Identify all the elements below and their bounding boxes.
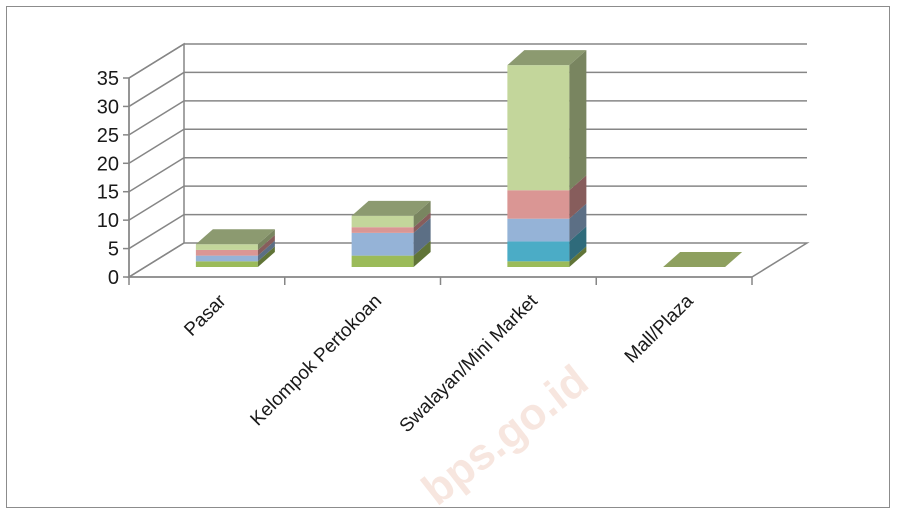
y-tick-label: 30: [97, 96, 119, 118]
bar-segment: [351, 215, 414, 228]
y-tick-label: 35: [97, 68, 119, 90]
gridline: [128, 213, 807, 250]
y-tick-label: 10: [97, 210, 119, 232]
y-tick-label: 0: [108, 267, 119, 289]
bar-segment: [507, 65, 570, 191]
bar-segment: [507, 241, 570, 262]
side-wall: [128, 42, 185, 279]
bar-segment-side: [413, 217, 431, 256]
bar-segment-side: [569, 246, 587, 267]
bar-segment-side: [569, 175, 587, 219]
bar-top: [351, 200, 431, 216]
bar-segment-side: [569, 50, 587, 191]
y-tick-label: 25: [97, 125, 119, 147]
bar-segment: [507, 261, 570, 267]
bar-segment: [195, 244, 258, 250]
gridlines: [128, 43, 807, 250]
bar-segment: [351, 232, 414, 256]
bar-segment-side: [569, 203, 587, 242]
bar-segment-side: [569, 226, 587, 262]
x-tick-label: Mall/Plaza: [621, 290, 698, 367]
bars: [195, 50, 743, 267]
gridline: [128, 128, 807, 164]
x-tick-label: Kelompok Pertokoan: [247, 291, 387, 431]
bar-top: [507, 50, 587, 66]
bar-stack: [507, 50, 587, 267]
chart-frame: 0 5 10 15 20 25 30 35 Pasar Kelompok Pertokoan Sw…: [6, 6, 890, 509]
bar-segment-side: [257, 240, 275, 262]
gridline: [128, 71, 807, 108]
bar-segment-side: [257, 246, 275, 267]
gridline: [128, 100, 807, 136]
bar-segment-side: [413, 240, 431, 267]
bar-segment-side: [257, 229, 275, 250]
x-tick-label: Pasar: [180, 290, 230, 340]
y-tick-labels: 0 5 10 15 20 25 30 35: [97, 68, 119, 289]
bar-segment-side: [413, 200, 431, 228]
bar-segment-side: [413, 212, 431, 233]
bar-segment: [507, 218, 570, 242]
bar-segment-side: [257, 234, 275, 256]
bar-segment: [351, 227, 414, 233]
bar-top: [663, 252, 743, 267]
bar-stack: [195, 229, 275, 267]
bar-segment: [507, 190, 570, 219]
y-tick-label: 15: [97, 182, 119, 204]
gridline: [128, 43, 807, 79]
bar-top: [195, 229, 275, 245]
bar-segment: [195, 255, 258, 262]
y-tick-label: 20: [97, 153, 119, 175]
bar-segment: [351, 255, 414, 267]
bar-stack: [663, 252, 743, 267]
axes: [123, 77, 753, 285]
x-tick-labels: Pasar Kelompok Pertokoan Swalayan/Mini Mar…: [180, 290, 697, 437]
y-tick-label: 5: [108, 239, 119, 261]
bar-stack: [351, 200, 431, 267]
bar-segment: [195, 249, 258, 256]
gridline: [128, 185, 807, 221]
bar-segment: [195, 261, 258, 267]
gridline: [128, 156, 807, 193]
